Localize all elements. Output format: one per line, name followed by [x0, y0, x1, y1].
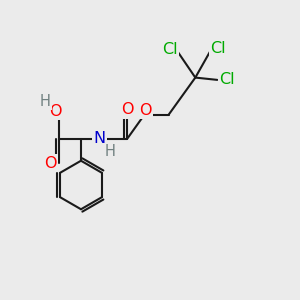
Text: N: N [93, 131, 106, 146]
Text: O: O [44, 155, 57, 170]
Text: O: O [121, 102, 134, 117]
Text: H: H [104, 144, 115, 159]
Text: O: O [49, 103, 61, 118]
Text: O: O [139, 103, 152, 118]
Text: Cl: Cl [162, 42, 178, 57]
Text: Cl: Cl [211, 41, 226, 56]
Text: H: H [40, 94, 51, 109]
Text: Cl: Cl [219, 72, 235, 87]
